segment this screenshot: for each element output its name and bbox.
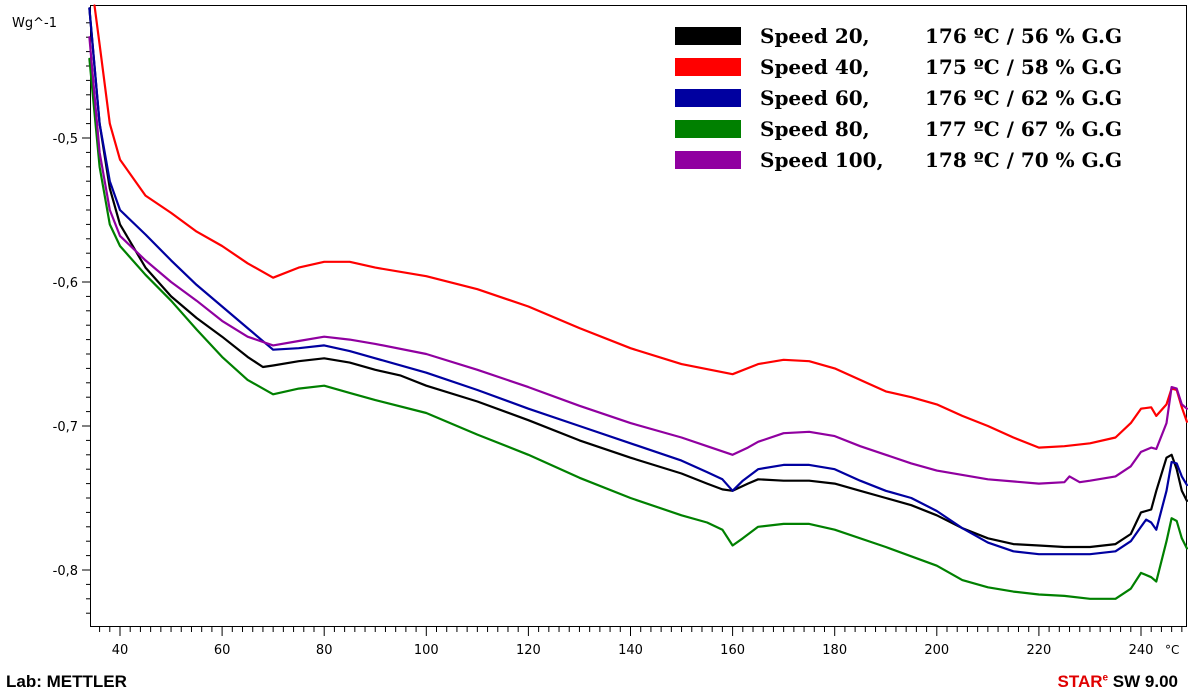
x-tick-label: 80	[316, 643, 333, 658]
software-version: SW 9.00	[1108, 672, 1178, 691]
legend-name-2: Speed 40,	[760, 55, 870, 79]
legend-swatch-1	[675, 27, 741, 45]
legend-swatch-4	[675, 120, 741, 138]
y-tick-label: -0,8	[53, 564, 78, 579]
y-tick-label: -0,7	[53, 420, 78, 435]
x-tick-label: 140	[618, 643, 643, 658]
software-superscript: e	[1102, 672, 1109, 684]
series-line-3	[88, 7, 1189, 556]
legend-label-5: 178 ºC / 70 % G.G	[925, 148, 1122, 172]
software-footer: STARe SW 9.00	[1058, 672, 1179, 692]
x-tick-label: 60	[214, 643, 231, 658]
x-axis-unit: °C	[1165, 643, 1179, 657]
legend-swatch-3	[675, 89, 741, 107]
x-tick-label: 100	[414, 643, 439, 658]
software-name: STAR	[1057, 672, 1103, 691]
legend-label-1: 176 ºC / 56 % G.G	[925, 24, 1122, 48]
series-line-1	[88, 7, 1189, 549]
y-axis-label: Wg^-1	[12, 16, 57, 31]
legend-name-4: Speed 80,	[760, 117, 870, 141]
legend: Speed 20, 176 ºC / 56 % G.G Speed 40, 175 º…	[675, 24, 1122, 172]
x-tick-label: 120	[516, 643, 541, 658]
series-layer	[88, 4, 1189, 600]
series-line-4	[88, 57, 1189, 600]
y-tick-label: -0,5	[53, 132, 78, 147]
x-tick-label: 160	[720, 643, 745, 658]
series-line-2	[93, 4, 1189, 449]
x-axis-ticks: 40 60 80 100 120 140 160 180 200 220 240	[99, 626, 1183, 658]
x-tick-label: 180	[822, 643, 847, 658]
legend-label-2: 175 ºC / 58 % G.G	[925, 55, 1122, 79]
lab-footer: Lab: METTLER	[6, 672, 127, 691]
legend-swatch-5	[675, 151, 741, 169]
y-tick-label: -0,6	[53, 276, 78, 291]
legend-name-1: Speed 20,	[760, 24, 870, 48]
legend-name-3: Speed 60,	[760, 86, 870, 110]
legend-label-3: 176 ºC / 62 % G.G	[925, 86, 1122, 110]
series-line-5	[88, 36, 1189, 485]
legend-swatch-2	[675, 58, 741, 76]
x-tick-label: 200	[924, 643, 949, 658]
x-tick-label: 220	[1026, 643, 1051, 658]
plot-frame	[90, 5, 1187, 627]
x-tick-label: 40	[112, 643, 129, 658]
y-axis-ticks: -0,5 -0,6 -0,7 -0,8	[53, 22, 90, 614]
x-tick-label: 240	[1129, 643, 1154, 658]
legend-name-5: Speed 100,	[760, 148, 884, 172]
legend-label-4: 177 ºC / 67 % G.G	[925, 117, 1122, 141]
